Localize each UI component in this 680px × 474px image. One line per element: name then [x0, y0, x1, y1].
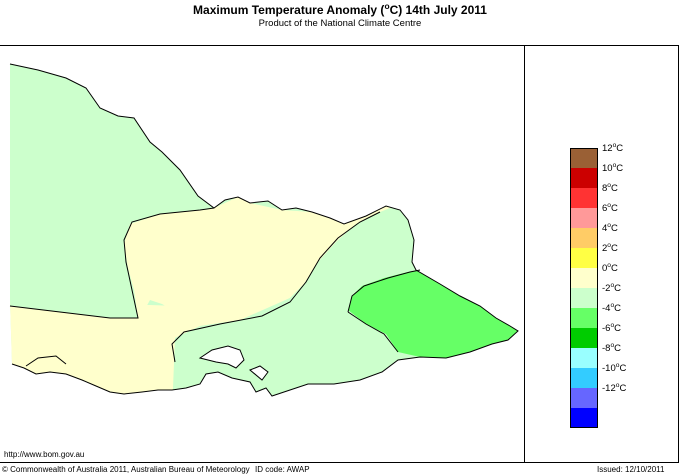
legend-label: -2oC: [602, 282, 622, 295]
legend-label: -10oC: [602, 362, 627, 375]
legend-swatch: [570, 188, 598, 208]
legend-swatch: [570, 328, 598, 348]
legend-label: 4oC: [602, 222, 618, 235]
legend-label: -12oC: [602, 382, 627, 395]
legend-swatch: [570, 408, 598, 428]
victoria-map: [9, 63, 519, 397]
western-port: [249, 365, 269, 381]
portland-coast: [25, 355, 67, 367]
legend-label: -6oC: [602, 322, 622, 335]
legend-swatch: [570, 208, 598, 228]
legend-label: 10oC: [602, 162, 624, 175]
legend-label: 12oC: [602, 142, 624, 155]
legend-swatch: [570, 308, 598, 328]
legend-swatch: [570, 348, 598, 368]
legend-swatch: [570, 148, 598, 168]
legend-label: 8oC: [602, 182, 618, 195]
title-suffix: C) 14th July 2011: [389, 3, 487, 17]
zone-east-gippsland: [348, 270, 518, 358]
legend-label: 6oC: [602, 202, 618, 215]
title-degree: o: [384, 1, 390, 11]
legend-swatch: [570, 388, 598, 408]
id-code: ID code: AWAP: [255, 465, 310, 474]
legend-swatch: [570, 168, 598, 188]
legend-label: 0oC: [602, 262, 618, 275]
legend-label: 2oC: [602, 242, 618, 255]
legend-label: -4oC: [602, 302, 622, 315]
legend-swatch: [570, 368, 598, 388]
contour-line-3: [347, 269, 421, 313]
map-subtitle: Product of the National Climate Centre: [258, 18, 422, 29]
legend-swatch: [570, 288, 598, 308]
port-phillip-bay: [198, 345, 245, 369]
legend-swatch: [570, 248, 598, 268]
map-title: Maximum Temperature Anomaly (oC) 14th Ju…: [0, 1, 680, 17]
state-outline: [9, 63, 519, 397]
copyright-text: © Commonwealth of Australia 2011, Austra…: [2, 465, 250, 474]
figure-frame: [0, 45, 679, 463]
source-url[interactable]: http://www.bom.gov.au: [4, 450, 85, 459]
contour-line-1: [9, 207, 215, 319]
legend-label: -8oC: [602, 342, 622, 355]
legend-swatch: [570, 228, 598, 248]
title-prefix: Maximum Temperature Anomaly (: [193, 3, 385, 17]
map-panel: [0, 45, 525, 463]
legend-swatch: [570, 268, 598, 288]
contour-line-2: [171, 211, 381, 363]
contour-line-4: [347, 311, 399, 353]
issued-date: Issued: 12/10/2011: [597, 465, 665, 474]
